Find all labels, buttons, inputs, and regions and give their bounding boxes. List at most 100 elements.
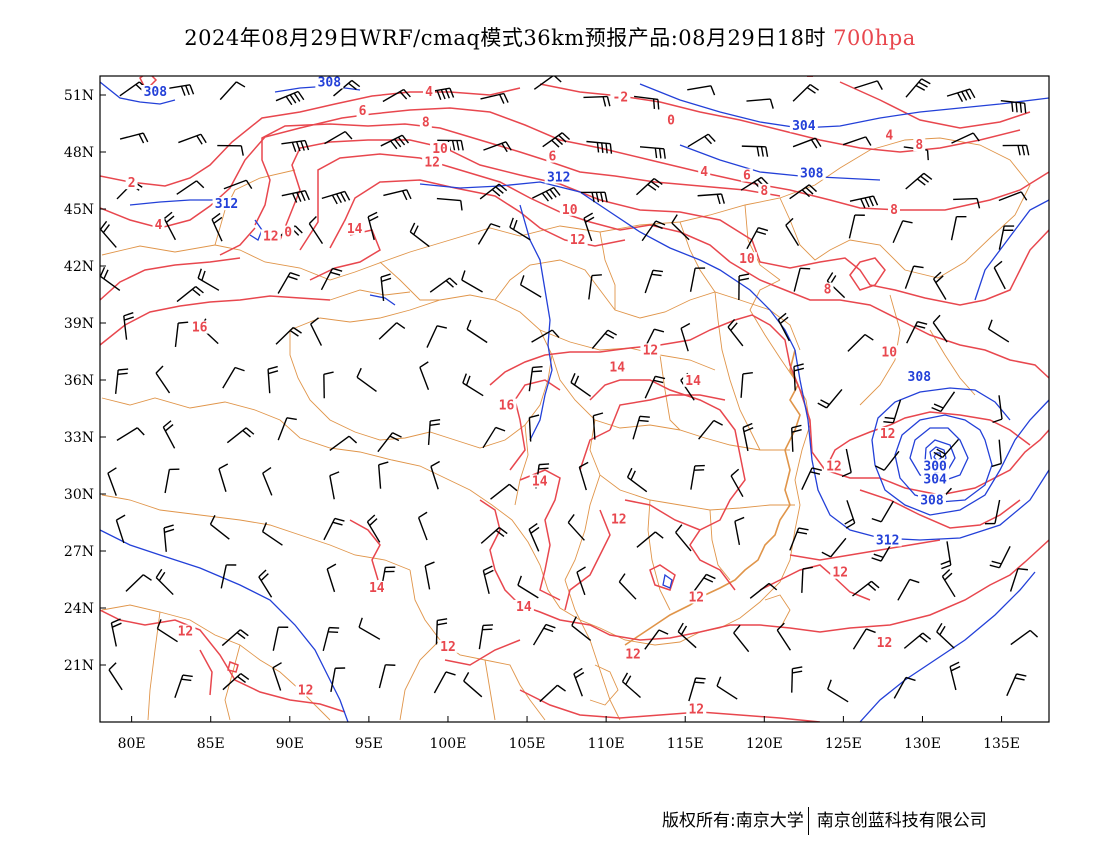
wind-barb [827, 679, 849, 703]
temperature-label-bg [529, 474, 550, 488]
border-line [539, 329, 716, 371]
y-tick-label: 24N [64, 601, 94, 617]
wind-barb [176, 285, 204, 303]
wind-barb [174, 674, 193, 698]
wind-barb [417, 511, 428, 541]
wind-barb [932, 314, 948, 343]
wind-barb [992, 395, 1003, 424]
wind-barb [221, 629, 249, 647]
wind-barb [792, 137, 822, 149]
wind-barb [197, 268, 220, 291]
isotherm [227, 661, 239, 673]
temperature-label: 6 [359, 104, 367, 119]
wind-barb [792, 83, 819, 102]
temperature-label-bg [686, 590, 707, 604]
border-line [647, 499, 671, 611]
wind-barb [427, 418, 441, 446]
border-line [564, 579, 621, 721]
border-line [379, 261, 440, 301]
geopotential-label: 304 [792, 119, 816, 134]
wind-barb [618, 573, 637, 600]
isotherm [849, 257, 886, 291]
wind-barb [571, 616, 592, 642]
temperature-label-bg [152, 218, 165, 231]
wind-barb [115, 514, 126, 544]
wind-barb [222, 366, 245, 389]
wind-barb [591, 329, 617, 349]
temperature-label: 0 [667, 114, 675, 129]
wind-barb [893, 676, 916, 699]
wind-barb [308, 216, 324, 245]
wind-barb [905, 78, 931, 98]
temperature-label: 12 [688, 703, 704, 718]
temperature-label-bg [879, 345, 900, 359]
wind-barb [991, 439, 1002, 468]
wind-barb [430, 460, 440, 490]
wind-barb [155, 365, 171, 394]
y-tick-label: 21N [64, 658, 94, 674]
temperature-label-bg [437, 639, 458, 653]
border-line [329, 289, 411, 301]
wind-barb [883, 399, 902, 424]
wind-barb [989, 545, 1011, 569]
wind-barb [573, 667, 585, 697]
x-tick-label: 95E [355, 736, 383, 752]
wind-barb [378, 322, 406, 340]
temperature-label-bg [559, 202, 580, 216]
y-tick-label: 36N [64, 373, 94, 389]
wind-barb [356, 367, 377, 392]
temperature-label-bg [640, 343, 661, 357]
isotherm [579, 429, 611, 471]
wind-barb [382, 88, 411, 103]
isoheight [274, 85, 361, 93]
border-line [659, 354, 681, 431]
temperature-label-bg [883, 128, 896, 142]
border-line [399, 639, 441, 721]
temperature-label: 0 [284, 226, 292, 241]
wind-barb [905, 172, 933, 190]
wind-barb [817, 388, 843, 409]
wind-barb [697, 193, 725, 205]
wind-barb [842, 136, 872, 146]
temperature-label: 12 [826, 459, 842, 474]
wind-barb [688, 677, 706, 702]
isoheight [519, 204, 553, 441]
temperature-label-bg [758, 183, 771, 197]
border-line [564, 474, 601, 581]
temperature-label: 4 [885, 129, 893, 144]
wind-barb [532, 623, 556, 646]
isoheight [662, 573, 673, 589]
temperature-label-bg [887, 202, 900, 216]
wind-barb [462, 373, 484, 397]
temperature-label: 14 [532, 475, 548, 490]
temperature-label: 8 [915, 138, 923, 153]
isotherm [824, 411, 1031, 471]
y-tick-label: 42N [64, 259, 94, 275]
wind-barb [852, 580, 880, 597]
isoheight [249, 219, 263, 241]
temperature-label-bg [422, 85, 435, 98]
y-tick-label: 30N [64, 487, 94, 503]
isotherm [859, 489, 1021, 529]
temperature-label-bg [823, 459, 844, 473]
wind-barb [576, 566, 586, 596]
isoheight [419, 181, 796, 351]
wind-barb [321, 190, 351, 205]
isotherm [489, 314, 1049, 496]
wind-barb [174, 321, 189, 348]
wind-barb [509, 217, 531, 241]
wind-barb [776, 622, 792, 651]
wind-barb [517, 575, 539, 599]
border-line [679, 221, 716, 293]
wind-barb [644, 269, 664, 294]
wind-barb [119, 132, 149, 144]
wind-barb [874, 450, 900, 471]
temperature-label-bg [422, 155, 443, 169]
temperature-label-bg [913, 138, 926, 152]
temperature-label-bg [344, 221, 365, 235]
wind-barb [424, 561, 435, 590]
geopotential-label: 308 [800, 167, 824, 182]
isotherm [349, 519, 381, 581]
